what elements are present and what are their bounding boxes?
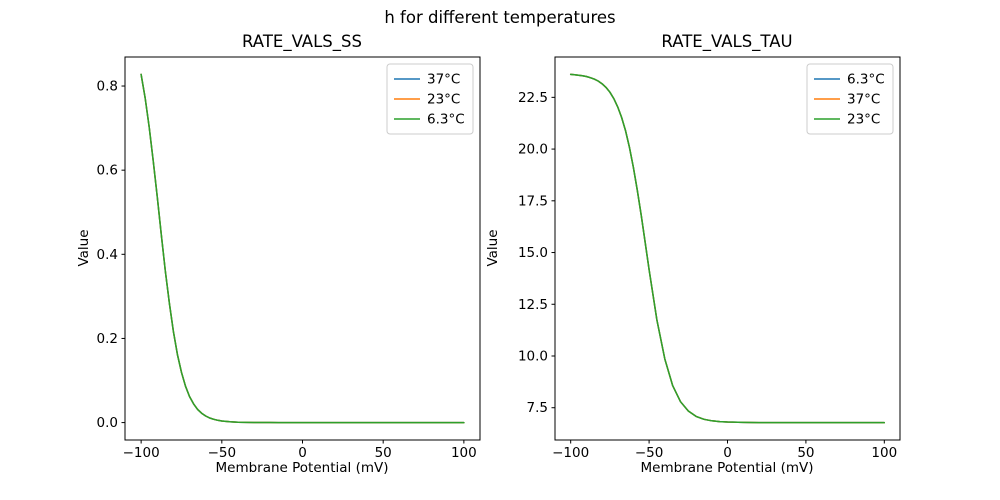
legend-label: 6.3°C (427, 112, 465, 128)
series-line-23°C (569, 73, 886, 424)
y-tick-label: 20.0 (518, 142, 548, 158)
y-tick-label: 7.5 (527, 400, 548, 416)
x-tick-label: 0 (298, 445, 307, 461)
y-tick-label: 12.5 (518, 297, 548, 313)
subplot-ss-title: RATE_VALS_SS (242, 32, 362, 52)
legend-label: 37°C (427, 72, 460, 88)
y-tick-label: 0.4 (97, 247, 118, 263)
x-tick-label: −100 (552, 445, 589, 461)
x-tick-label: 100 (871, 445, 897, 461)
subplot-ss-ylabel: Value (76, 229, 92, 266)
x-tick-label: −100 (123, 445, 160, 461)
series-line-6.3°C (140, 73, 465, 424)
x-tick-label: −50 (635, 445, 664, 461)
y-tick-label: 0.0 (97, 415, 118, 431)
y-tick-label: 0.8 (97, 79, 118, 95)
legend-label: 23°C (427, 92, 460, 108)
y-tick-label: 10.0 (518, 348, 548, 364)
subplot-tau-title: RATE_VALS_TAU (661, 32, 792, 52)
subplot-tau-xlabel: Membrane Potential (mV) (640, 460, 813, 476)
subplot-ss-xlabel: Membrane Potential (mV) (215, 460, 388, 476)
legend-box (806, 63, 894, 135)
legend-box (386, 63, 474, 135)
x-tick-label: −50 (208, 445, 237, 461)
x-tick-label: 0 (723, 445, 732, 461)
subplot-tau: −100 −50 0 50 100 7.5 10.0 12.5 15.0 17.5 20.0 22.5… (518, 56, 901, 461)
y-tick-label: 22.5 (518, 90, 548, 106)
y-tick-label: 0.2 (97, 331, 118, 347)
legend-label: 37°C (847, 92, 880, 108)
subplot-ss: −100 −50 0 50 100 0.0 0.2 0.4 0.6 0.8 37°C 23°C 6.3°… (97, 56, 481, 461)
legend-label: 6.3°C (847, 72, 885, 88)
legend-label: 23°C (847, 112, 880, 128)
y-tick-label: 17.5 (518, 193, 548, 209)
subplot-tau-ylabel: Value (485, 229, 501, 266)
x-tick-label: 50 (797, 445, 814, 461)
x-tick-label: 100 (451, 445, 477, 461)
y-tick-label: 15.0 (518, 245, 548, 261)
y-tick-label: 0.6 (97, 163, 118, 179)
figure-title: h for different temperatures (384, 8, 615, 27)
x-tick-label: 50 (375, 445, 392, 461)
